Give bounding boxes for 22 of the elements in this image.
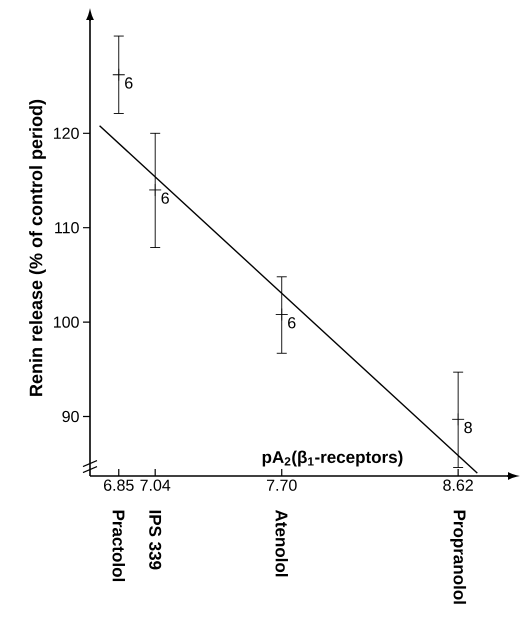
point bbox=[112, 68, 126, 82]
point bbox=[148, 183, 162, 196]
text: Practolol bbox=[112, 510, 125, 582]
point bbox=[275, 308, 288, 322]
text: IPS 339 bbox=[149, 510, 162, 570]
text: Atenolol bbox=[275, 510, 288, 576]
text: Propranolol bbox=[450, 510, 466, 604]
annotation: 6 bbox=[125, 77, 132, 89]
point bbox=[452, 412, 465, 426]
x-tick-label: 7.70 bbox=[266, 480, 297, 491]
x-axis-title: pA$_{2}$(β$_{1}$-receptors) bbox=[262, 450, 402, 466]
annotation: 8 bbox=[464, 422, 472, 434]
x-tick-label: 8.62 bbox=[443, 480, 473, 491]
annotation: 6 bbox=[288, 317, 296, 328]
y-tick-label: 100 bbox=[54, 316, 79, 328]
x-tick-label: 6.85 bbox=[104, 480, 134, 491]
y-tick-label: 110 bbox=[55, 222, 79, 234]
y-tick-label: 90 bbox=[62, 410, 79, 422]
annotation: 6 bbox=[162, 192, 169, 204]
y-axis-title: Renin release (% of control period) bbox=[29, 100, 46, 396]
y-tick-label: 120 bbox=[54, 128, 79, 139]
x-tick-label: 7.04 bbox=[140, 480, 170, 491]
